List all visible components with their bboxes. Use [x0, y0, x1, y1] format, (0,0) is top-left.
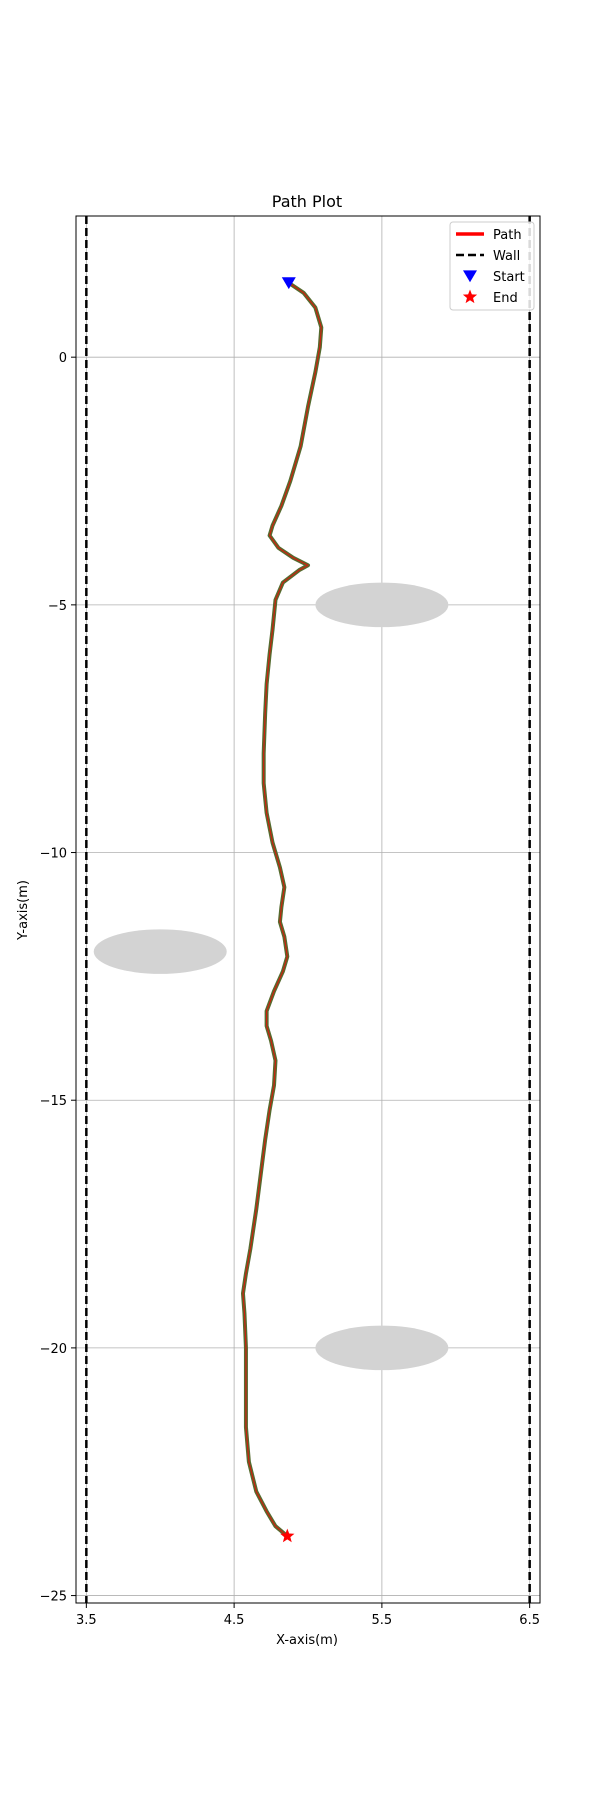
- path-line: [242, 282, 322, 1537]
- y-tick-label: 0: [59, 351, 67, 366]
- end-marker: [280, 1528, 295, 1543]
- legend-start-handle: [463, 270, 477, 283]
- x-tick-label: 3.5: [76, 1613, 97, 1628]
- legend-box: [449, 221, 535, 311]
- y-tick-label: −20: [40, 1342, 67, 1357]
- x-axis-label: X-axis(m): [276, 1633, 338, 1648]
- x-tick-label: 4.5: [224, 1613, 245, 1628]
- legend-label: Start: [493, 270, 525, 285]
- y-axis-label: Y-axis(m): [16, 880, 31, 941]
- y-tick-label: −15: [40, 1094, 67, 1109]
- chart-title: Path Plot: [272, 192, 342, 211]
- legend: Path Wall Start End: [449, 221, 535, 311]
- legend-label: End: [493, 291, 518, 306]
- legend-end-handle: [462, 289, 478, 304]
- x-tick-label: 6.5: [519, 1613, 540, 1628]
- start-marker: [281, 277, 296, 290]
- x-tick-label: 5.5: [372, 1613, 393, 1628]
- legend-label: Wall: [493, 249, 520, 264]
- y-tick-label: −25: [40, 1590, 67, 1605]
- legend-label: Path: [493, 228, 522, 243]
- y-tick-label: −10: [40, 847, 67, 862]
- obstacle: [315, 582, 449, 628]
- y-tick-label: −5: [48, 599, 67, 614]
- obstacle: [93, 929, 227, 974]
- plot-frame: [75, 215, 541, 1604]
- obstacle: [315, 1325, 449, 1371]
- plot-content: [85, 216, 531, 1603]
- plot-area: 3.5 4.5 5.5 6.5 0 −5 −10 −15 −20 −25 Path Wall Start…: [40, 215, 541, 1628]
